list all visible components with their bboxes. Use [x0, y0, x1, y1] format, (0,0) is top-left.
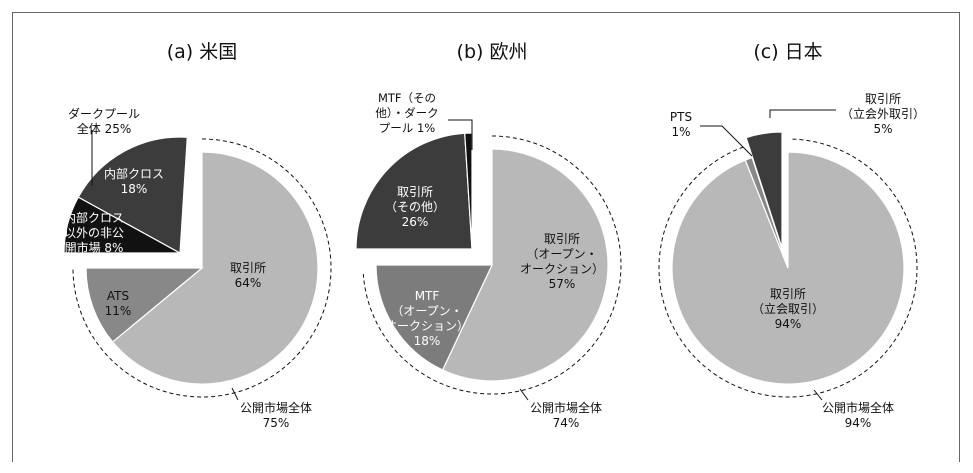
public-market-dashed-arc-a [72, 138, 332, 398]
label-off-floor-c: 取引所（立会外取引） 5% [841, 92, 925, 136]
label-non-public-a: 内部クロス以外の非公開市場 8% [64, 210, 124, 255]
slice-exchange-a [111, 151, 319, 385]
public-market-dashed-arc-b [362, 135, 622, 395]
label-ats-a: ATS 11% [105, 289, 132, 318]
label-exchange-c: 取引所（立会取引） 94% [752, 287, 824, 331]
label-public-total-c: 公開市場全体 94% [822, 400, 894, 430]
slice-exchange-open-b [441, 148, 609, 382]
leader-mtf-dark-b [448, 119, 473, 150]
label-public-total-b: 公開市場全体 74% [530, 400, 602, 430]
slice-internal-cross-a [77, 136, 188, 254]
slice-ats-a [85, 267, 204, 343]
label-exchange-other-b: 取引所（その他） 26% [385, 185, 445, 229]
leader-public-c [813, 389, 823, 401]
slice-exchange-other-b [355, 132, 473, 250]
slice-off-floor-c [745, 131, 783, 249]
leader-public-b [519, 388, 529, 401]
label-exchange-a: 取引所 64% [230, 261, 266, 290]
label-public-total-a: 公開市場全体 75% [240, 400, 312, 430]
figure-frame [12, 12, 960, 462]
chart-title-b: (b) 欧州 [457, 41, 528, 63]
slice-mtf-open-b [375, 264, 493, 371]
leader-pts-c [700, 125, 753, 157]
chart-title-a: (a) 米国 [167, 41, 238, 63]
label-mtf-open-b: MTF （オープン・オークション） 18% [385, 289, 469, 348]
chart-title-c: (c) 日本 [753, 41, 822, 63]
label-mtf-dark-b: MTF（その他）・ダークプール 1% [375, 91, 438, 135]
public-market-dashed-arc-c [658, 138, 918, 398]
leader-off-floor-c [769, 109, 836, 118]
label-pts-c: PTS 1% [670, 110, 692, 139]
label-internal-cross-a: 内部クロス 18% [104, 166, 164, 196]
label-exchange-open-b: 取引所（オープン・オークション） 57% [520, 232, 604, 291]
leader-public-a [231, 387, 239, 401]
label-dark-pool-total-a: ダークプール全体 25% [68, 106, 140, 136]
